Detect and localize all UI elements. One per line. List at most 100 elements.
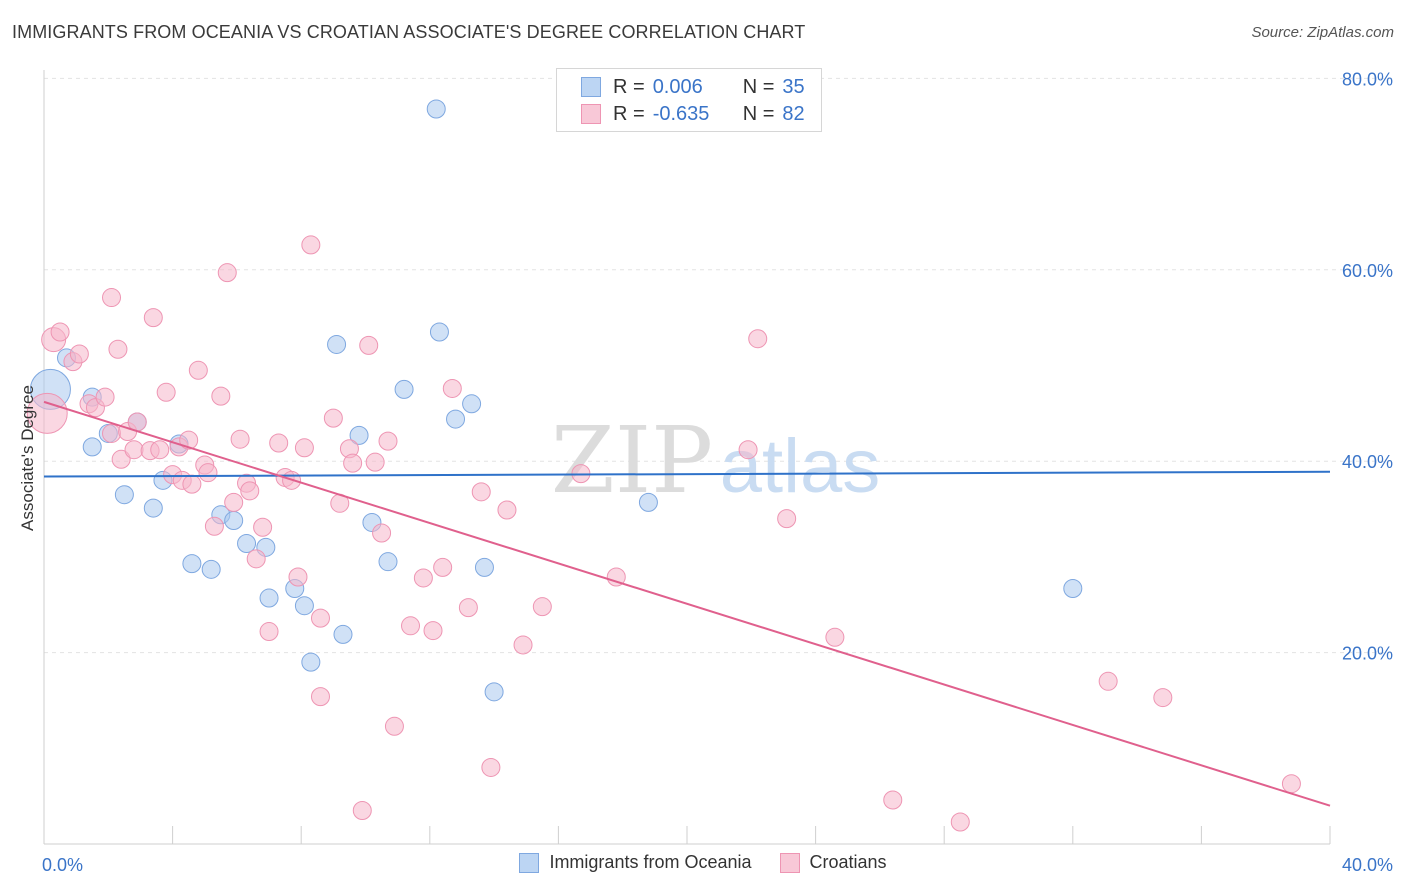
croatians-point [204,516,224,536]
oceania-point [462,394,482,414]
y-tick-label: 60.0% [1342,261,1393,281]
oceania-point [224,511,244,531]
croatians-point [825,627,845,647]
croatians-point [102,423,122,443]
watermark: ZIP atlas [551,407,880,514]
croatians-point [230,429,250,449]
croatians-point [471,482,491,502]
oceania-point [426,99,446,119]
croatians-point [294,438,314,458]
croatians-point [150,440,170,460]
tick-labels: 20.0% 40.0% 60.0% 80.0% 0.0% 40.0% [42,69,1393,875]
croatians-point [777,509,797,529]
croatians-point [359,335,379,355]
axes [43,70,1331,845]
y-tick-label: 40.0% [1342,452,1393,472]
source-credit: Source: ZipAtlas.com [1251,24,1394,41]
legend-item-oceania: Immigrants from Oceania [519,852,752,873]
croatians-point [323,408,343,428]
oceania-point [201,559,221,579]
croatians-point [310,687,330,707]
croatians-point [401,616,421,636]
croatians-point [748,329,768,349]
croatians-point [413,568,433,588]
croatians-point [102,288,122,308]
croatians-point [301,235,321,255]
legend-n-value: 82 [782,102,805,125]
legend-r-value: -0.635 [652,102,710,125]
oceania-point [638,492,658,512]
oceania-point [114,485,134,505]
croatians-point [372,523,392,543]
legend-n-value: 35 [782,75,805,98]
series-legend: Immigrants from Oceania Croatians [0,852,1406,873]
croatians-point [217,263,237,283]
x-tick-label: 40.0% [1342,855,1393,875]
croatians-point [253,517,273,537]
croatians-point [532,597,552,617]
oceania-point [294,596,314,616]
legend-item-croatians: Croatians [779,852,887,873]
legend-label-croatians: Croatians [809,852,887,872]
croatians-point [108,339,128,359]
legend-r-value: 0.006 [652,75,703,98]
croatians-point [513,635,533,655]
stats-legend: R = 0.006 N = 35 R = -0.635 N = 82 [556,68,822,132]
x-tick-label: 0.0% [42,855,83,875]
croatians-point [352,801,372,821]
oceania-point [394,379,414,399]
croatians-point [343,453,363,473]
croatians-point [143,308,163,328]
croatians-point [288,567,308,587]
croatians-point [481,757,501,777]
oceania-point [259,588,279,608]
croatians-point [433,557,453,577]
croatians-point [1281,774,1301,794]
legend-swatch-pink [779,852,800,873]
legend-row-oceania: R = 0.006 N = 35 [581,75,805,99]
oceania-point [182,554,202,574]
oceania-point [333,624,353,644]
legend-label-oceania: Immigrants from Oceania [549,852,752,872]
oceania-point [429,322,449,342]
legend-r-label: R = [613,102,645,125]
croatians-point [182,474,202,494]
legend-n-label: N = [742,75,775,98]
oceania-point [446,409,466,429]
watermark-atlas: atlas [720,424,881,509]
oceania-point [474,557,494,577]
croatians-point [310,608,330,628]
croatians-point [442,378,462,398]
oceania-point [301,652,321,672]
oceania-point [143,498,163,518]
legend-row-croatians: R = -0.635 N = 82 [581,102,805,126]
oceania-point [327,334,347,354]
croatians-point [423,621,443,641]
legend-swatch-pink [581,104,601,124]
croatians-point [384,716,404,736]
croatians-point [95,387,115,407]
oceania-point [82,437,102,457]
legend-n-label: N = [742,102,775,125]
trend-lines [43,400,1331,807]
croatians-point [156,382,176,402]
legend-swatch-blue [581,77,601,97]
watermark-zip: ZIP [551,407,713,514]
oceania-point [237,534,257,554]
croatians-point [111,449,131,469]
croatians-trend-line [43,400,1331,807]
croatians-point [365,452,385,472]
y-tick-label: 80.0% [1342,69,1393,89]
data-points [26,99,1301,832]
croatians-point [224,492,244,512]
grid-lines [44,77,1392,654]
croatians-point [458,598,478,618]
oceania-point [349,425,369,445]
croatians-point [497,500,517,520]
croatians-point [246,549,266,569]
croatians-point [606,567,626,587]
croatians-point [69,344,89,364]
croatians-point [198,463,218,483]
croatians-point [211,386,231,406]
